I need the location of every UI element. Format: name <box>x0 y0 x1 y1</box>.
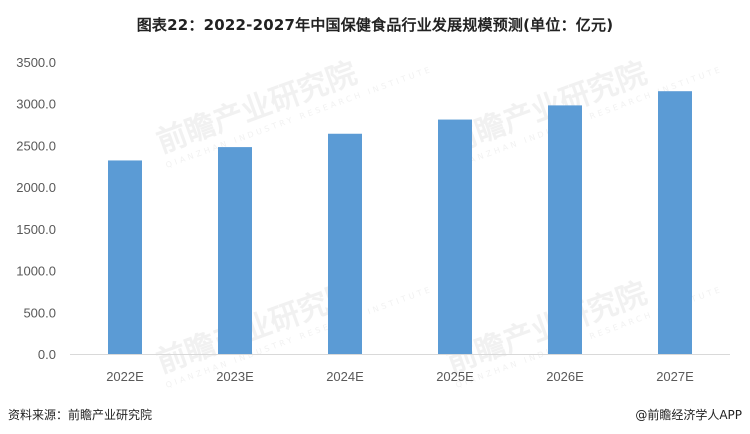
x-tick-label: 2026E <box>546 369 584 384</box>
bar <box>548 105 582 354</box>
y-tick-label: 2000.0 <box>16 180 56 195</box>
bar <box>108 160 142 354</box>
x-tick-label: 2022E <box>106 369 144 384</box>
credit-note: @前瞻经济学人APP <box>635 408 742 422</box>
y-tick-label: 500.0 <box>23 305 56 320</box>
chart-title: 图表22：2022-2027年中国保健食品行业发展规模预测(单位：亿元) <box>136 16 614 34</box>
x-tick-label: 2027E <box>656 369 694 384</box>
bar <box>218 147 252 354</box>
bar <box>658 91 692 354</box>
y-tick-label: 3500.0 <box>16 55 56 70</box>
x-tick-label: 2023E <box>216 369 254 384</box>
x-tick-label: 2025E <box>436 369 474 384</box>
y-tick-label: 3000.0 <box>16 97 56 112</box>
x-tick-label: 2024E <box>326 369 364 384</box>
y-tick-label: 2500.0 <box>16 138 56 153</box>
bar <box>328 133 362 354</box>
y-tick-label: 1000.0 <box>16 264 56 279</box>
source-note: 资料来源：前瞻产业研究院 <box>8 408 153 422</box>
y-tick-label: 1500.0 <box>16 222 56 237</box>
y-tick-label: 0.0 <box>38 347 56 362</box>
bar <box>438 119 472 355</box>
